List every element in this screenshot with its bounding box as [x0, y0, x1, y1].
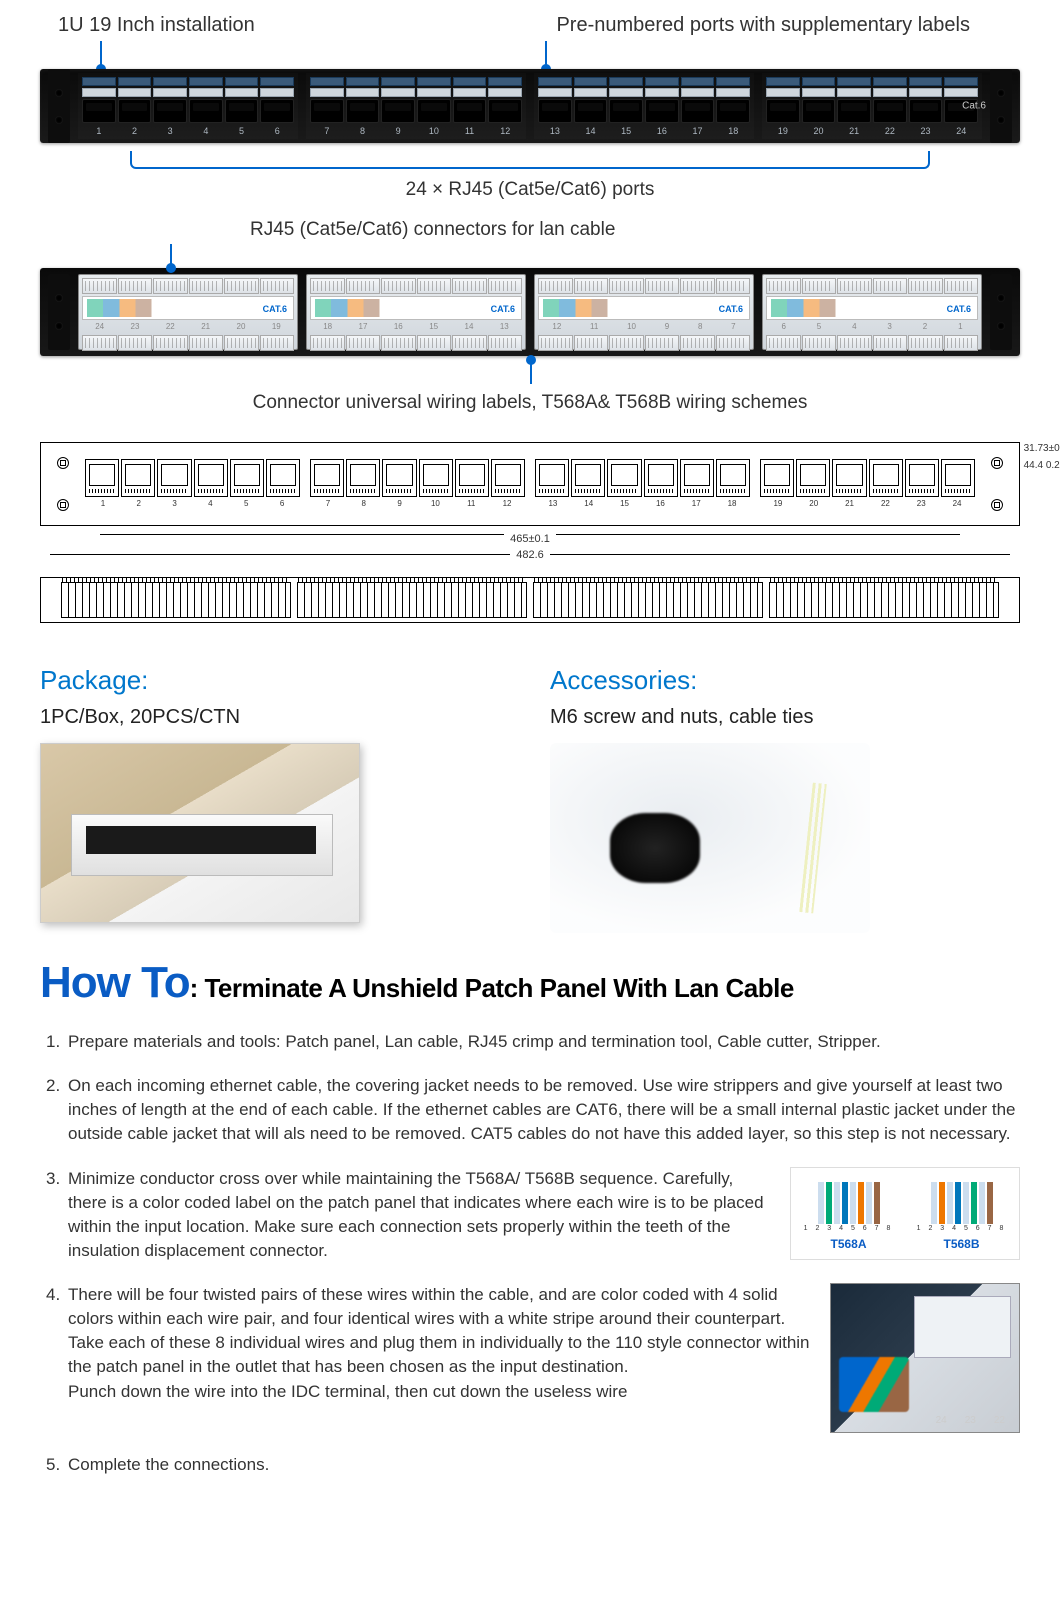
accessories-heading: Accessories:	[550, 663, 1020, 698]
rj45-port	[574, 99, 608, 123]
port-number: 10	[417, 125, 451, 137]
port-number: 11	[453, 125, 487, 137]
pointer-area-top	[40, 43, 1020, 69]
package-text: 1PC/Box, 20PCS/CTN	[40, 704, 510, 731]
rj45-port	[609, 99, 643, 123]
accessories-text: M6 screw and nuts, cable ties	[550, 704, 1020, 731]
port-number: 3	[153, 125, 187, 137]
port-number: 23	[909, 125, 943, 137]
step-2: On each incoming ethernet cable, the cov…	[46, 1074, 1020, 1146]
port-number: 24	[944, 125, 978, 137]
rj45-port	[225, 99, 259, 123]
rj45-port	[82, 99, 116, 123]
howto-heading: How To: Terminate A Unshield Patch Panel…	[40, 953, 1020, 1012]
rj45-port	[645, 99, 679, 123]
port-number: 13	[538, 125, 572, 137]
step-4: There will be four twisted pairs of thes…	[46, 1283, 1020, 1433]
package-heading: Package:	[40, 663, 510, 698]
rj45-port	[417, 99, 451, 123]
port-number: 7	[310, 125, 344, 137]
step-5: Complete the connections.	[46, 1453, 1020, 1477]
dim-inner-width: 465±0.1	[40, 530, 1020, 548]
callout-wiring-labels: Connector universal wiring labels, T568A…	[253, 392, 808, 413]
mount-ear-left	[48, 69, 70, 143]
port-number: 18	[716, 125, 750, 137]
callout-prenumbered: Pre-numbered ports with supplementary la…	[556, 12, 1010, 39]
callout-24ports: 24 × RJ45 (Cat5e/Cat6) ports	[406, 179, 655, 200]
howto-steps: Prepare materials and tools: Patch panel…	[40, 1030, 1020, 1477]
port-number: 22	[873, 125, 907, 137]
port-number: 9	[381, 125, 415, 137]
port-number: 20	[802, 125, 836, 137]
t568-diagram: 1 2 3 4 5 6 7 8 T568A 1 2 3 4 5 6 7 8 T5…	[790, 1167, 1020, 1260]
pointer-rear	[40, 246, 1020, 268]
package-image	[40, 743, 360, 923]
port-number: 14	[574, 125, 608, 137]
rj45-port	[873, 99, 907, 123]
rj45-port	[118, 99, 152, 123]
rj45-port	[538, 99, 572, 123]
callout-1u: 1U 19 Inch installation	[50, 12, 255, 39]
rj45-port	[310, 99, 344, 123]
step-3: Minimize conductor cross over while main…	[46, 1167, 1020, 1264]
cat6-label: Cat.6	[962, 99, 986, 113]
rj45-port	[909, 99, 943, 123]
port-number: 16	[645, 125, 679, 137]
port-number: 15	[609, 125, 643, 137]
rj45-port	[837, 99, 871, 123]
port-number: 5	[225, 125, 259, 137]
rj45-port	[488, 99, 522, 123]
patch-panel-rear: CAT.6242322212019 CAT.6181716151413 CAT.…	[40, 268, 1020, 356]
rj45-port	[260, 99, 294, 123]
patch-panel-front: 123456 789101112 131415161718 1920212223…	[40, 69, 1020, 143]
dim-height: 31.73±0.1 44.4 0.2	[1024, 442, 1060, 473]
port-number: 2	[118, 125, 152, 137]
rj45-port	[153, 99, 187, 123]
port-number: 6	[260, 125, 294, 137]
rj45-port	[346, 99, 380, 123]
callout-rear-connectors: RJ45 (Cat5e/Cat6) connectors for lan cab…	[40, 217, 1020, 247]
rj45-port	[681, 99, 715, 123]
rj45-port	[381, 99, 415, 123]
rj45-port	[453, 99, 487, 123]
port-number: 1	[82, 125, 116, 137]
port-number: 8	[346, 125, 380, 137]
mount-ear-right	[990, 69, 1012, 143]
dim-outer-width: 482.6	[40, 548, 1020, 577]
rj45-port	[189, 99, 223, 123]
step4-photo: 242322	[830, 1283, 1020, 1433]
port-number: 4	[189, 125, 223, 137]
technical-drawing-front: 123456 789101112 131415161718 1920212223…	[40, 442, 1020, 526]
port-number: 19	[766, 125, 800, 137]
accessories-image	[550, 743, 870, 933]
step-1: Prepare materials and tools: Patch panel…	[46, 1030, 1020, 1054]
rj45-port	[716, 99, 750, 123]
port-number: 17	[681, 125, 715, 137]
rj45-port	[802, 99, 836, 123]
port-number: 12	[488, 125, 522, 137]
technical-drawing-top	[40, 577, 1020, 623]
port-number: 21	[837, 125, 871, 137]
rj45-port	[766, 99, 800, 123]
